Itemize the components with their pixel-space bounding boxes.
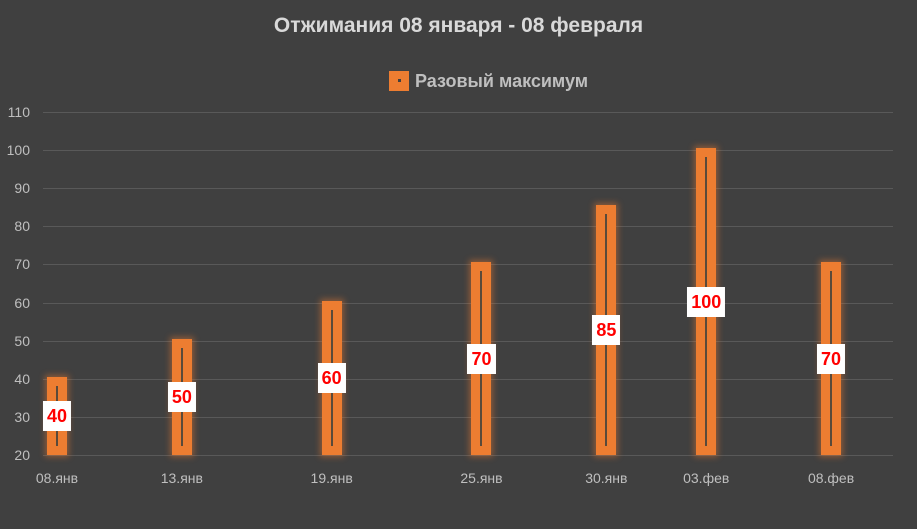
chart-title: Отжимания 08 января - 08 февраля [273, 14, 644, 37]
y-tick-label: 60 [14, 295, 30, 311]
data-label: 40 [42, 400, 72, 431]
x-tick-label: 13.янв [160, 470, 203, 486]
y-tick-label: 30 [14, 409, 30, 425]
y-tick-label: 90 [14, 180, 30, 196]
x-tick-label: 08.фев [807, 470, 855, 486]
y-tick-label: 20 [14, 447, 30, 463]
legend-swatch-icon [389, 71, 409, 91]
data-label: 60 [317, 362, 346, 393]
gridline [43, 341, 893, 342]
data-label: 70 [467, 343, 496, 374]
gridline [43, 455, 893, 456]
y-tick-label: 80 [14, 218, 30, 234]
gridline [43, 226, 893, 227]
y-tick-label: 40 [14, 371, 30, 387]
y-tick-label: 100 [6, 142, 30, 158]
legend-label: Разовый максимум [415, 70, 589, 91]
legend: Разовый максимум [389, 70, 588, 92]
gridline [43, 112, 893, 113]
gridline [43, 379, 893, 380]
gridline [43, 150, 893, 151]
gridline [43, 303, 893, 304]
y-tick-label: 50 [14, 333, 30, 349]
y-tick-label: 70 [14, 256, 30, 272]
data-label: 70 [817, 343, 846, 374]
x-tick-label: 08.янв [35, 470, 79, 486]
x-tick-label: 19.янв [310, 470, 353, 486]
x-tick-label: 25.янв [460, 470, 503, 486]
data-label: 100 [687, 286, 726, 317]
gridline [43, 417, 893, 418]
gridline [43, 264, 893, 265]
data-label: 85 [592, 315, 621, 346]
data-label: 50 [167, 381, 196, 412]
x-tick-label: 03.фев [683, 470, 730, 486]
gridline [43, 188, 893, 189]
x-tick-label: 30.янв [585, 470, 628, 486]
y-tick-label: 110 [7, 104, 30, 120]
